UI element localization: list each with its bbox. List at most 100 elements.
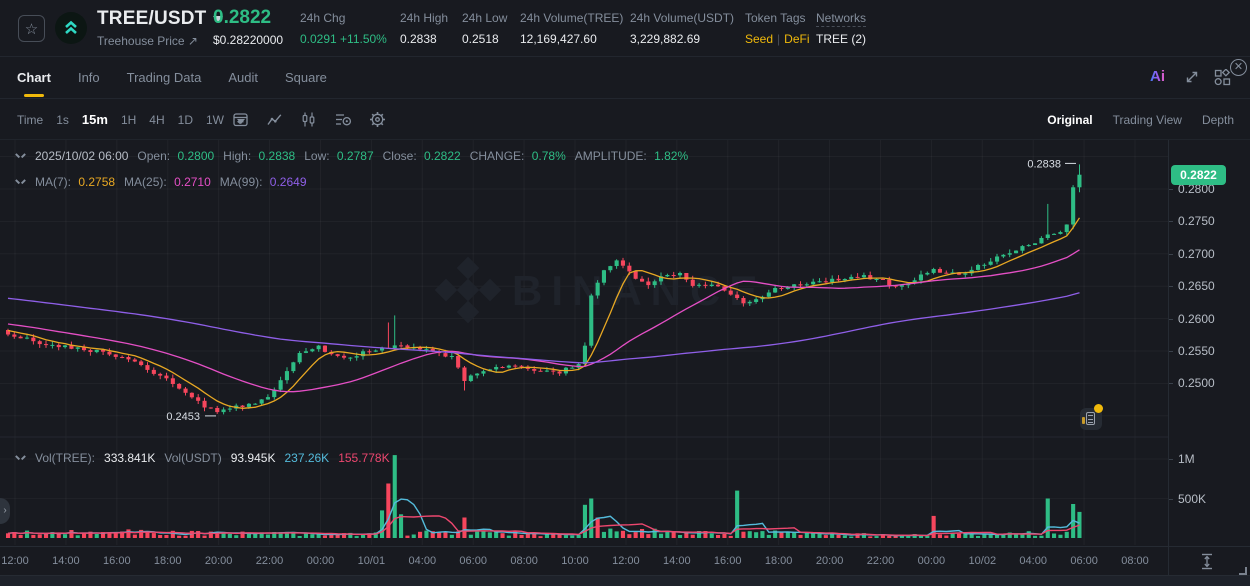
time-axis[interactable]: 12:00 14:00 16:00 18:00 20:00 22:00 00:00 10/01… <box>0 546 1250 576</box>
tab-audit[interactable]: Audit <box>228 70 258 85</box>
candlestick-chart[interactable]: BINANCE 0.2453 0.2838 <box>0 140 1168 546</box>
tab-trading-data[interactable]: Trading Data <box>126 70 202 85</box>
price-source-link[interactable]: Treehouse Price ↗ <box>97 34 198 48</box>
token-logo <box>55 12 87 44</box>
ohlc-pair: High: 0.2838 <box>223 149 296 163</box>
line-chart-style-icon[interactable] <box>266 111 283 128</box>
stat-label: Networks <box>816 11 867 27</box>
chart-area[interactable]: BINANCE 0.2453 0.2838 2025/10/02 06:00 Ope… <box>0 140 1168 546</box>
interval-time-label: Time <box>17 112 44 127</box>
vol-tree-label: Vol(TREE): <box>35 451 96 465</box>
last-price-badge: 0.2822 <box>1171 165 1226 185</box>
time-axis-label: 12:00 <box>1 555 29 567</box>
interval-1d[interactable]: 1D <box>177 112 193 127</box>
tab-info[interactable]: Info <box>77 70 100 85</box>
chevron-down-icon[interactable] <box>236 113 245 127</box>
pane-expand-handle[interactable]: › <box>0 498 10 524</box>
ohlc-info-row: 2025/10/02 06:00 Open: 0.2800 High: 0.283… <box>16 149 688 163</box>
time-axis-label: 14:00 <box>52 555 80 567</box>
vol-ma5-value: 237.26K <box>284 451 330 465</box>
collapse-chevron-icon[interactable] <box>16 153 25 159</box>
calendar-history-icon[interactable] <box>232 111 249 128</box>
candlestick-style-icon[interactable] <box>300 111 317 128</box>
widgets-grid-icon[interactable] <box>1214 68 1231 91</box>
time-axis-label: 08:00 <box>1121 555 1149 567</box>
binance-watermark: BINANCE <box>434 256 766 324</box>
collapse-chevron-icon[interactable] <box>16 455 25 461</box>
ma-pair: MA(99): 0.2649 <box>219 175 307 189</box>
vol-tree-value: 333.841K <box>104 451 156 465</box>
ohlc-pair: Low: 0.2787 <box>304 149 374 163</box>
indicators-icon[interactable] <box>334 111 352 128</box>
page-tabs: Chart Info Trading Data Audit Square Ai ✕ <box>0 57 1250 99</box>
axis-tick <box>1169 351 1173 352</box>
svg-text:BINANCE: BINANCE <box>512 267 766 314</box>
axis-tick <box>1169 286 1173 287</box>
token-tag[interactable]: Seed <box>745 32 774 46</box>
collapse-chevron-icon[interactable] <box>16 179 25 185</box>
ohlc-pair: AMPLITUDE: 1.82% <box>574 149 689 163</box>
chart-toolbar: Time 1s 15m 1H 4H 1D 1W Original Trading View De… <box>0 99 1250 140</box>
view-depth[interactable]: Depth <box>1201 112 1234 127</box>
stat-value: 0.2838 <box>400 32 437 46</box>
view-trading-view[interactable]: Trading View <box>1112 112 1182 127</box>
time-axis-label: 00:00 <box>917 555 946 567</box>
view-original[interactable]: Original <box>1047 112 1093 127</box>
time-axis-label: 06:00 <box>1070 555 1098 567</box>
time-axis-label: 10:00 <box>561 555 589 567</box>
volume-axis-label: 500K <box>1178 492 1207 506</box>
symbol-header: ☆ TREE/USDT Treehouse Price ↗ 0.2822 $0.… <box>0 0 1250 57</box>
vol-usdt-label: Vol(USDT) <box>164 451 222 465</box>
interval-1w[interactable]: 1W <box>205 112 224 127</box>
token-tag[interactable]: DeFi <box>784 32 810 46</box>
notification-dot <box>1094 404 1103 413</box>
symbol-selector[interactable]: TREE/USDT <box>97 8 224 30</box>
time-axis-label: 14:00 <box>663 555 691 567</box>
news-feed-button[interactable] <box>1080 408 1102 430</box>
time-axis-label: 10/02 <box>968 555 997 567</box>
svg-text:0.2838: 0.2838 <box>1027 158 1061 170</box>
stat-label: 24h Low <box>462 11 508 25</box>
bottom-strip <box>0 575 1250 586</box>
ohlc-pair: CHANGE: 0.78% <box>469 149 566 163</box>
time-axis-label: 22:00 <box>255 555 284 567</box>
expand-icon[interactable] <box>1184 69 1200 90</box>
time-axis-label: 10/01 <box>357 555 386 567</box>
stat-24h-high: 24h High 0.2838 <box>400 12 448 45</box>
stat-networks: Networks TREE (2) <box>816 11 867 45</box>
candle-datetime: 2025/10/02 06:00 <box>35 149 129 163</box>
stat-label: 24h Volume(USDT) <box>630 11 735 25</box>
last-price: 0.2822 <box>213 7 272 28</box>
interval-1h[interactable]: 1H <box>120 112 137 127</box>
price-axis[interactable]: 0.2800 0.2750 0.2700 0.2650 0.2600 0.2550 0.25… <box>1168 140 1250 546</box>
axis-tick <box>1169 254 1173 255</box>
ma-pair: MA(25): 0.2710 <box>124 175 211 189</box>
close-icon[interactable]: ✕ <box>1230 59 1247 76</box>
stat-24h-volume-tree-: 24h Volume(TREE) 12,169,427.60 <box>520 12 623 45</box>
settings-gear-icon[interactable] <box>369 111 386 128</box>
stat-24h-chg: 24h Chg 0.0291 +11.50% <box>300 12 387 45</box>
interval-1s[interactable]: 1s <box>56 112 69 127</box>
time-axis-label: 20:00 <box>815 555 844 567</box>
axis-tick <box>1169 459 1173 460</box>
resize-corner-handle[interactable] <box>1239 567 1247 575</box>
stat-label: 24h Chg <box>300 11 346 25</box>
auto-fit-icon[interactable] <box>1198 552 1216 574</box>
ai-assistant-button[interactable]: Ai <box>1150 68 1165 85</box>
stat-24h-volume-usdt-: 24h Volume(USDT) 3,229,882.69 <box>630 12 734 45</box>
volume-info-row: Vol(TREE): 333.841K Vol(USDT) 93.945K 23… <box>16 451 390 465</box>
stat-value: 0.2518 <box>462 32 499 46</box>
interval-4h[interactable]: 4H <box>149 112 165 127</box>
price-axis-label: 0.2500 <box>1178 376 1215 390</box>
tab-chart[interactable]: Chart <box>17 57 51 99</box>
time-axis-label: 20:00 <box>204 555 233 567</box>
stat-value: 0.0291 +11.50% <box>300 32 387 46</box>
favorite-star-button[interactable]: ☆ <box>18 15 45 42</box>
ohlc-pair: Close: 0.2822 <box>382 149 461 163</box>
stat-24h-low: 24h Low 0.2518 <box>462 12 507 45</box>
interval-15m[interactable]: 15m <box>81 112 108 127</box>
time-axis-label: 12:00 <box>612 555 640 567</box>
time-axis-label: 18:00 <box>153 555 182 567</box>
stat-token-tags: Token Tags Seed | DeFi <box>745 12 810 45</box>
tab-square[interactable]: Square <box>284 70 327 85</box>
